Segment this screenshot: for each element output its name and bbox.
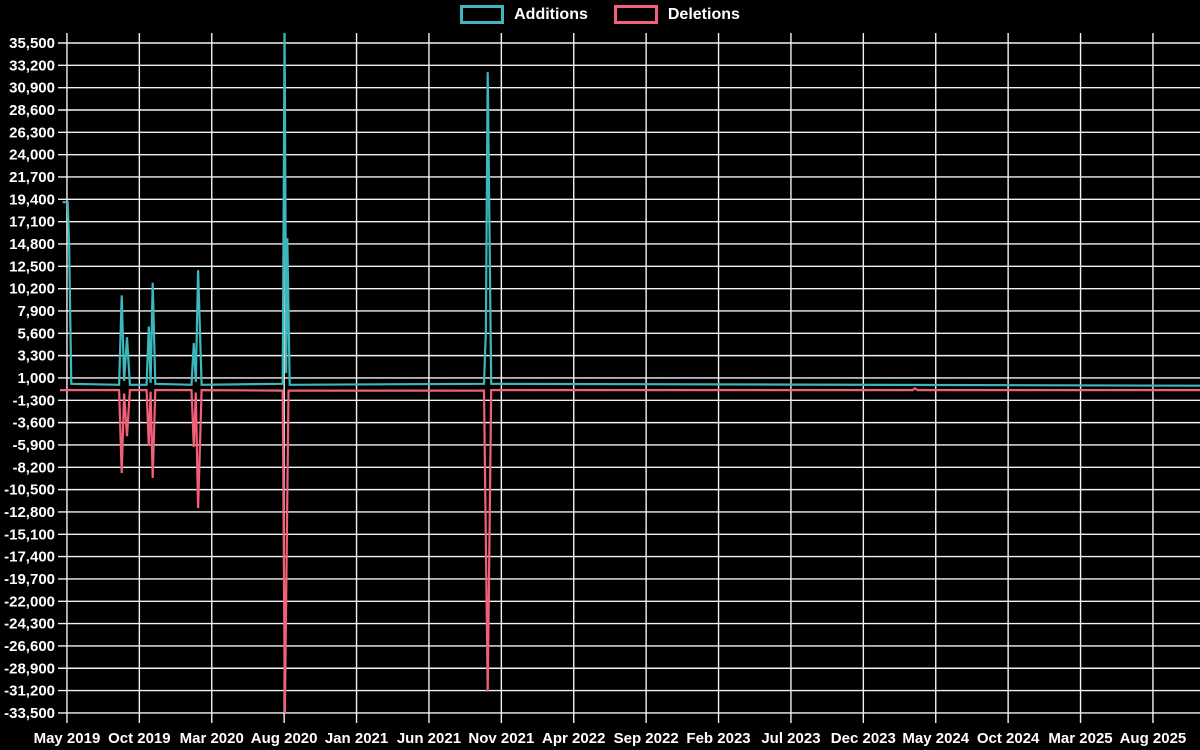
y-axis-label: 7,900 — [17, 303, 55, 320]
y-axis-label: 1,000 — [17, 370, 55, 387]
x-axis-label: Oct 2019 — [108, 730, 171, 747]
y-axis-label: -17,400 — [4, 549, 55, 566]
y-axis-label: -26,600 — [4, 638, 55, 655]
y-axis-label: 14,800 — [9, 236, 55, 253]
x-axis-label: Nov 2021 — [468, 730, 534, 747]
x-gridlines: May 2019 Oct 2019 Mar 2020 Aug 2020 Jan 2021… — [34, 33, 1187, 747]
y-axis-label: 28,600 — [9, 102, 55, 119]
legend-item-additions[interactable]: Additions — [460, 5, 588, 24]
y-axis-label: -5,900 — [12, 437, 55, 454]
y-axis-label: -19,700 — [4, 571, 55, 588]
x-axis-label: Dec 2023 — [831, 730, 896, 747]
y-axis-label: 19,400 — [9, 191, 55, 208]
additions-swatch-icon — [460, 5, 505, 24]
legend-deletions-label: Deletions — [667, 5, 740, 23]
y-axis-label: -8,200 — [12, 459, 55, 476]
x-axis-label: May 2019 — [34, 730, 101, 747]
y-axis-label: 35,500 — [9, 35, 55, 52]
y-axis-label: 30,900 — [9, 80, 55, 97]
x-axis-label: May 2024 — [902, 730, 969, 747]
x-axis-label: Aug 2020 — [251, 730, 318, 747]
y-axis-label: 17,100 — [9, 214, 55, 231]
x-axis-label: Oct 2024 — [977, 730, 1040, 747]
x-axis-label: Mar 2020 — [180, 730, 244, 747]
deletions-swatch-icon — [613, 5, 658, 24]
y-axis-label: 33,200 — [9, 57, 55, 74]
y-axis-label: -22,000 — [4, 593, 55, 610]
y-axis-label: 26,300 — [9, 124, 55, 141]
x-axis-label: Jan 2021 — [325, 730, 388, 747]
y-axis-label: 24,000 — [9, 147, 55, 164]
y-axis-label: 12,500 — [9, 258, 55, 275]
chart-legend: Additions Deletions — [0, 5, 1200, 24]
y-axis-label: -31,200 — [4, 683, 55, 700]
additions-line — [62, 33, 1200, 387]
x-axis-label: Sep 2022 — [614, 730, 679, 747]
y-axis-label: -3,600 — [12, 415, 55, 432]
y-gridlines: 35,500 33,200 30,900 28,600 26,300 24,000 21,7… — [4, 35, 1200, 722]
y-axis-label: -10,500 — [4, 482, 55, 499]
x-axis-label: Jul 2023 — [761, 730, 820, 747]
y-axis-label: -15,100 — [4, 526, 55, 543]
x-axis-label: Aug 2025 — [1120, 730, 1187, 747]
y-axis-label: 21,700 — [9, 169, 55, 186]
y-axis-label: 3,300 — [17, 348, 55, 365]
y-axis-label: 5,600 — [17, 325, 55, 342]
y-axis-label: -1,300 — [12, 392, 55, 409]
y-axis-label: -28,900 — [4, 660, 55, 677]
y-axis-label: -12,800 — [4, 504, 55, 521]
y-axis-label: 10,200 — [9, 281, 55, 298]
x-axis-label: Apr 2022 — [542, 730, 605, 747]
legend-item-deletions[interactable]: Deletions — [613, 5, 740, 24]
deletions-line — [60, 386, 1200, 713]
y-axis-label: -24,300 — [4, 616, 55, 633]
x-axis-label: Jun 2021 — [397, 730, 461, 747]
legend-additions-label: Additions — [514, 5, 588, 23]
x-axis-label: Feb 2023 — [686, 730, 750, 747]
y-axis-label: -33,500 — [4, 705, 55, 722]
x-axis-label: Mar 2025 — [1048, 730, 1112, 747]
